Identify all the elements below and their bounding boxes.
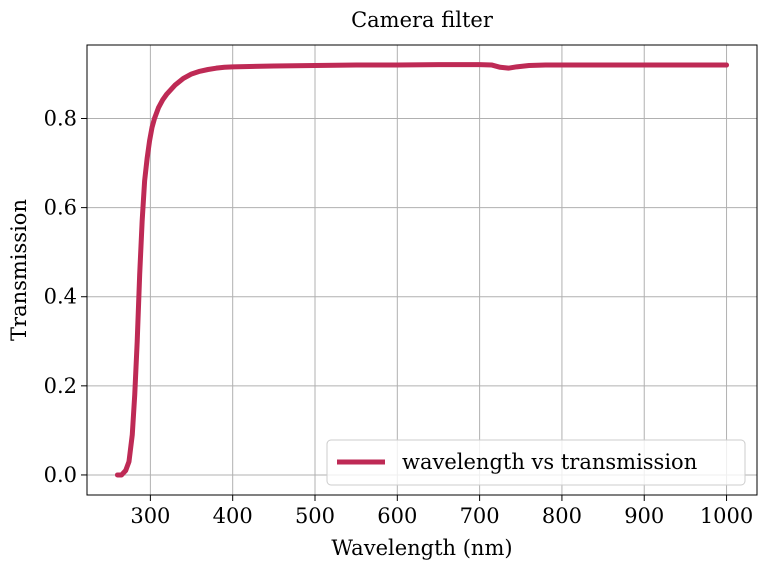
legend-box (326, 439, 746, 486)
y-tick-label: 0.0 (44, 463, 77, 487)
y-tick-layer: 0.0 0.2 0.4 0.6 0.8 (44, 107, 87, 487)
legend: wavelength vs transmission (326, 439, 746, 486)
x-tick-label: 500 (295, 504, 335, 528)
x-tick-label: 700 (460, 504, 500, 528)
x-tick-label: 900 (624, 504, 664, 528)
plot-frame (86, 44, 758, 496)
y-axis-label: Transmission (7, 199, 31, 341)
y-tick-label: 0.4 (44, 285, 77, 309)
chart-title: Camera filter (351, 8, 494, 32)
x-tick-label: 300 (130, 504, 170, 528)
x-tick-label: 600 (377, 504, 417, 528)
y-tick-label: 0.2 (44, 374, 77, 398)
grid-layer (87, 45, 757, 495)
legend-label: wavelength vs transmission (402, 450, 697, 474)
series-layer (114, 62, 730, 478)
x-tick-label: 400 (213, 504, 253, 528)
x-tick-label: 800 (542, 504, 582, 528)
series-line (114, 62, 730, 478)
x-axis-label: Wavelength (nm) (331, 536, 512, 560)
y-tick-label: 0.6 (44, 196, 77, 220)
x-tick-layer: 300 400 500 600 700 800 900 1000 (130, 495, 753, 528)
x-tick-label: 1000 (700, 504, 753, 528)
y-tick-label: 0.8 (44, 107, 77, 131)
